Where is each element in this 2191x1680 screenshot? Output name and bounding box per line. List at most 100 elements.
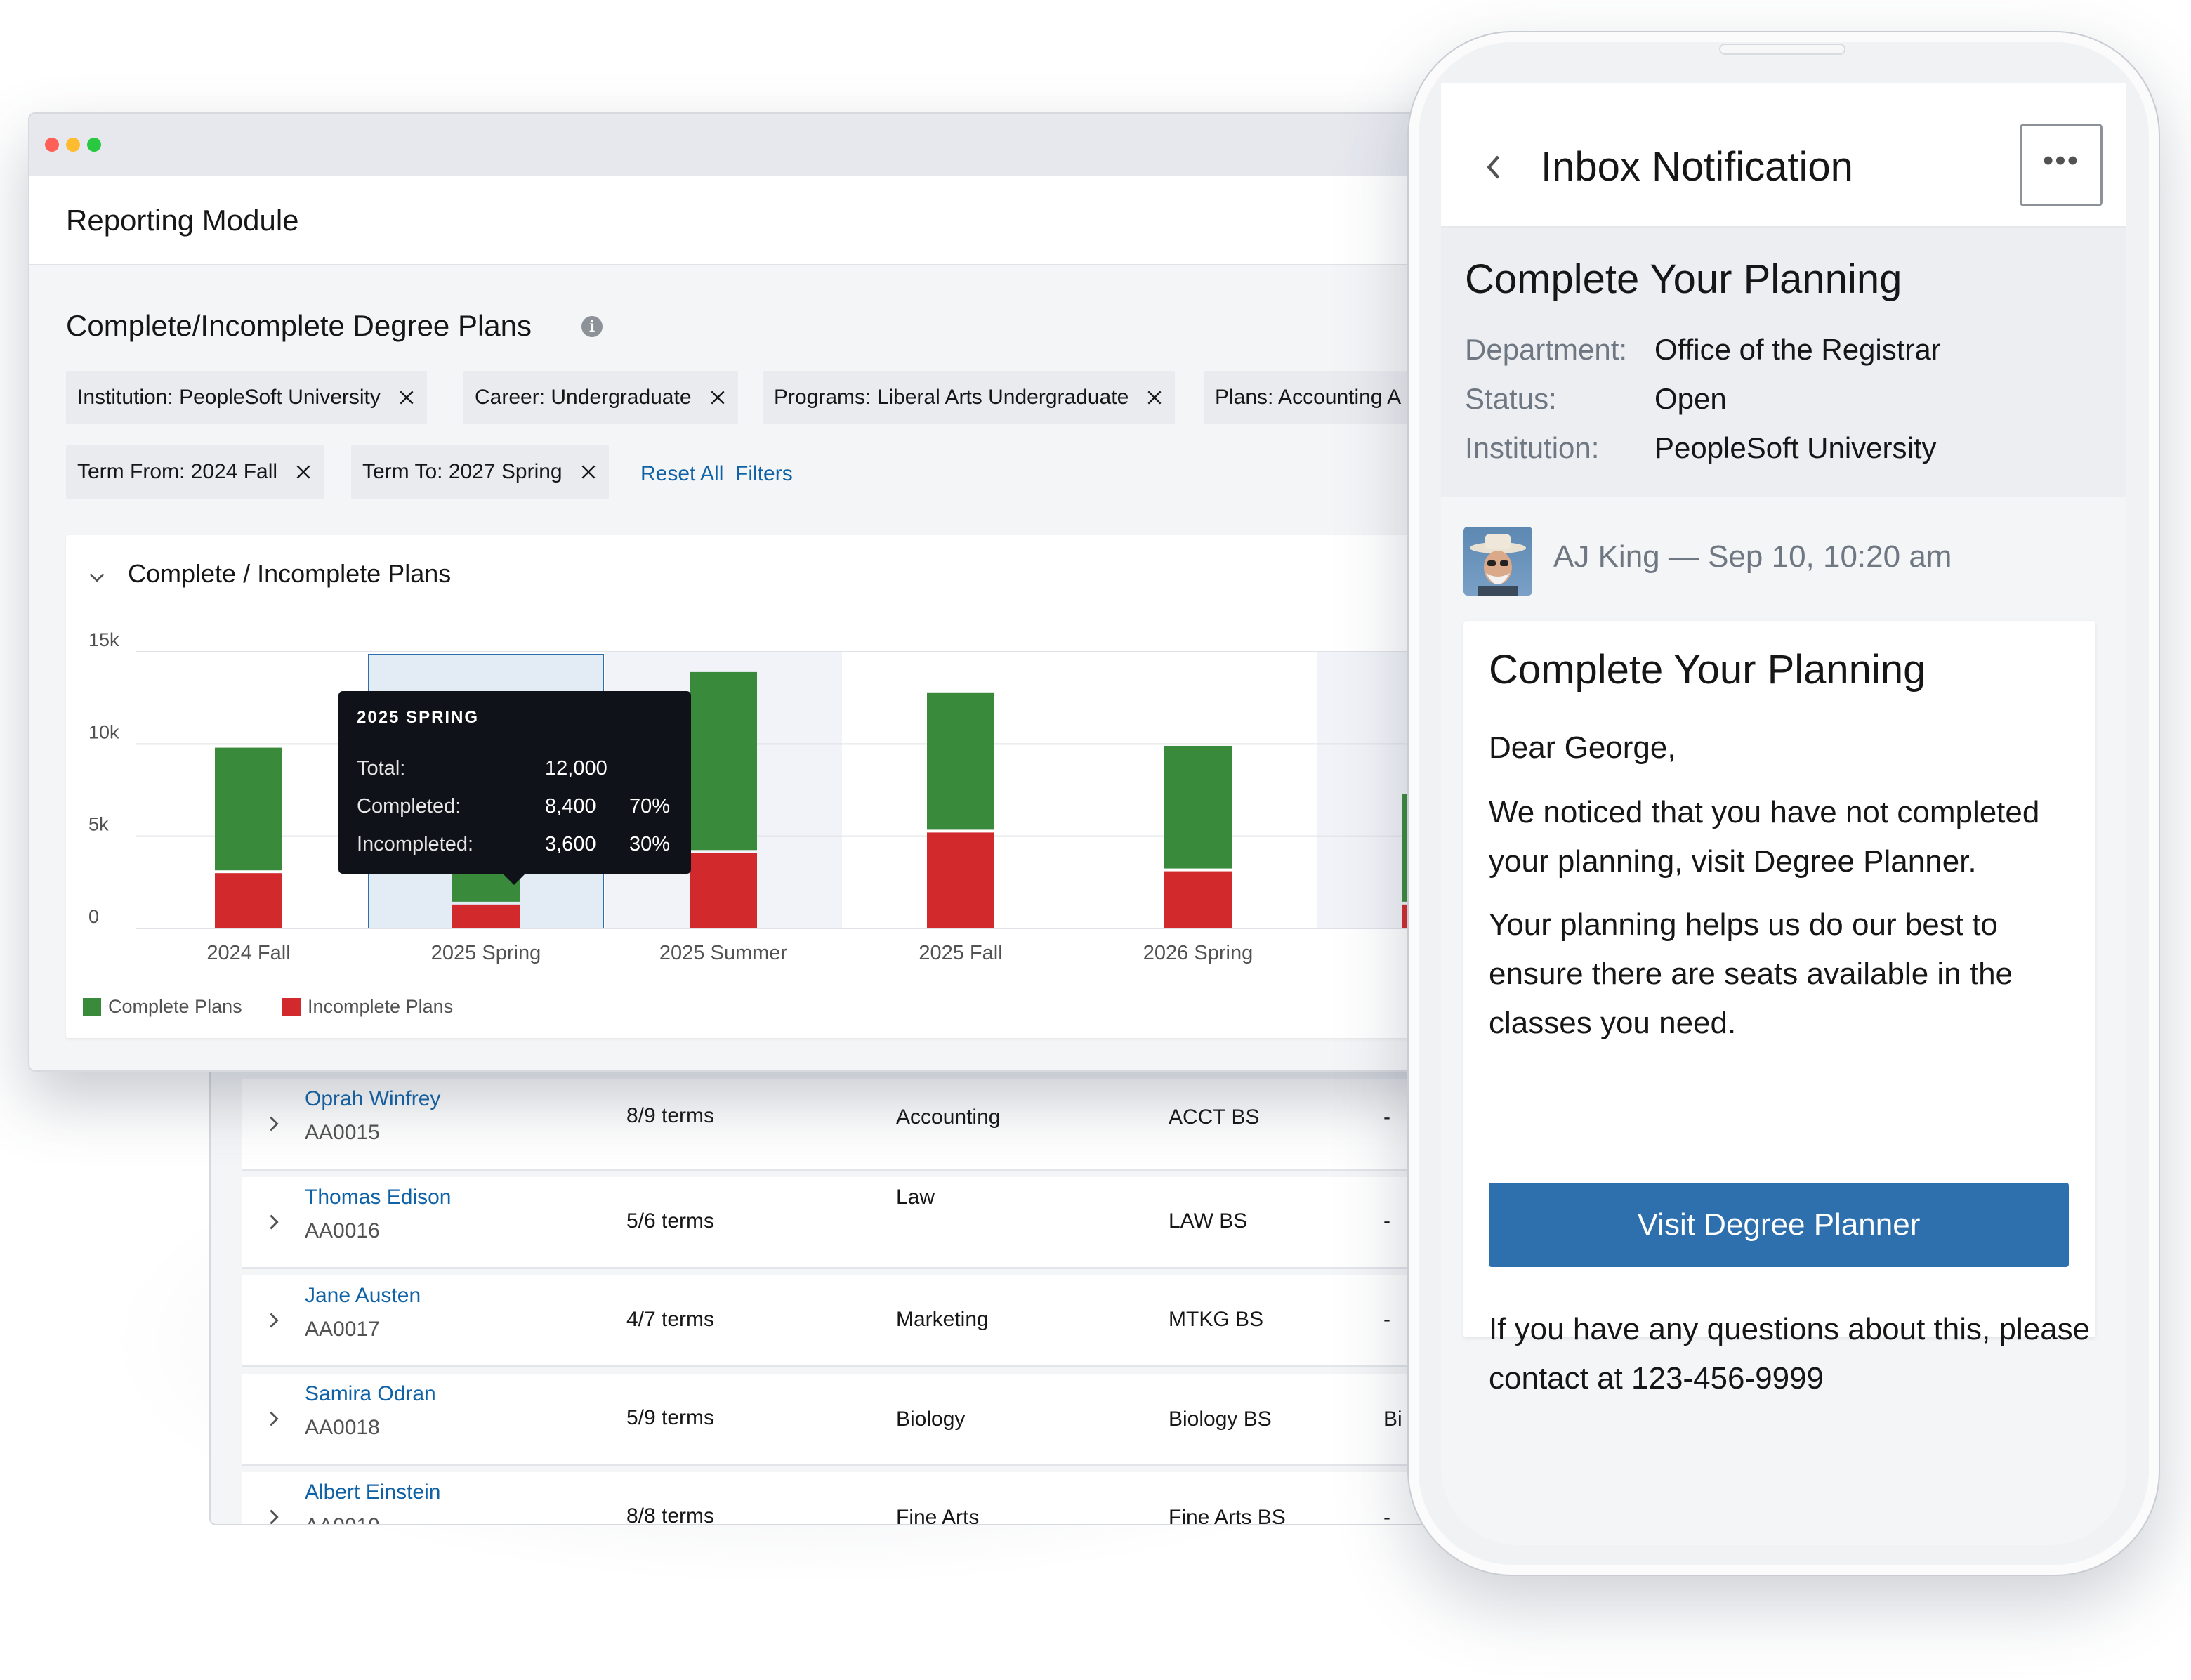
student-name-link[interactable]: Samira Odran xyxy=(305,1382,436,1405)
chevron-down-icon[interactable] xyxy=(87,567,107,587)
tooltip-percent: 70% xyxy=(629,795,671,818)
table-row[interactable]: Oprah Winfrey AA0015 8/9 terms Accountin… xyxy=(242,1079,1475,1171)
filter-chip-term-to[interactable]: Term To: 2027 Spring xyxy=(351,445,609,499)
x-tick-label: 2025 Spring xyxy=(431,942,541,964)
student-id: AA0019 xyxy=(305,1514,380,1524)
student-name-link[interactable]: Oprah Winfrey xyxy=(305,1087,441,1110)
terms-cell: 8/9 terms xyxy=(626,1104,715,1127)
more-options-button[interactable]: ••• xyxy=(2020,124,2103,206)
legend-swatch xyxy=(83,997,101,1016)
y-tick-label: 0 xyxy=(88,906,99,927)
plan-cell: Fine Arts BS xyxy=(1169,1506,1286,1525)
legend-label: Incomplete Plans xyxy=(308,996,454,1017)
close-window-icon[interactable] xyxy=(45,138,59,152)
chevron-right-icon[interactable] xyxy=(264,1212,284,1232)
x-tick-label: 2024 Fall xyxy=(206,942,290,964)
detail-key: Institution: xyxy=(1465,431,1600,464)
extra-cell: - xyxy=(1383,1308,1390,1331)
close-icon[interactable] xyxy=(579,463,598,481)
bar-complete xyxy=(215,747,282,871)
legend-swatch xyxy=(282,997,301,1016)
bar-complete xyxy=(927,692,994,830)
student-name-link[interactable]: Albert Einstein xyxy=(305,1481,441,1504)
plan-cell: Biology BS xyxy=(1169,1407,1272,1431)
browser-window: Reporting Module Complete/Incomplete Deg… xyxy=(28,112,1463,1072)
notification-summary: Complete Your Planning Department: Offic… xyxy=(1441,228,2126,497)
x-tick-label: 2026 Spring xyxy=(1143,942,1253,964)
detail-value: Office of the Registrar xyxy=(1654,333,1941,366)
bar-complete xyxy=(1164,745,1232,869)
legend-item-incomplete[interactable]: Incomplete Plans xyxy=(282,996,453,1018)
info-icon[interactable]: i xyxy=(581,316,603,337)
chevron-right-icon[interactable] xyxy=(264,1114,284,1134)
chevron-right-icon[interactable] xyxy=(264,1311,284,1330)
plan-cell: LAW BS xyxy=(1169,1209,1248,1233)
terms-cell: 5/9 terms xyxy=(626,1406,715,1429)
tooltip-value: 8,400 xyxy=(545,795,596,818)
message-card: Complete Your Planning Dear George, We n… xyxy=(1463,621,2095,1396)
tooltip-value: 3,600 xyxy=(545,833,596,855)
tooltip-percent: 30% xyxy=(629,833,671,855)
filter-chip-label: Term From: 2024 Fall xyxy=(77,460,278,483)
phone-title: Inbox Notification xyxy=(1541,144,1853,190)
tooltip-label: Total: xyxy=(357,757,406,780)
program-cell: Biology xyxy=(896,1407,966,1431)
filter-chip-label: Career: Undergraduate xyxy=(475,386,692,409)
filter-chip-programs[interactable]: Programs: Liberal Arts Undergraduate xyxy=(763,371,1176,424)
detail-value: PeopleSoft University xyxy=(1654,431,1937,464)
visit-degree-planner-button[interactable]: Visit Degree Planner xyxy=(1489,1183,2069,1267)
student-table: Oprah Winfrey AA0015 8/9 terms Accountin… xyxy=(209,1011,1475,1525)
bar-incomplete xyxy=(690,853,757,928)
minimize-window-icon[interactable] xyxy=(66,138,80,152)
table-row[interactable]: Albert Einstein AA0019 8/8 terms Fine Ar… xyxy=(242,1472,1475,1525)
terms-cell: 5/6 terms xyxy=(626,1209,715,1233)
maximize-window-icon[interactable] xyxy=(87,138,101,152)
filter-chip-term-from[interactable]: Term From: 2024 Fall xyxy=(66,445,324,499)
bar-incomplete xyxy=(927,832,994,928)
legend-item-complete[interactable]: Complete Plans xyxy=(83,996,242,1018)
chevron-right-icon[interactable] xyxy=(264,1409,284,1429)
terms-cell: 8/8 terms xyxy=(626,1504,715,1525)
close-icon[interactable] xyxy=(397,388,416,407)
detail-key: Status: xyxy=(1465,382,1557,415)
plan-cell: ACCT BS xyxy=(1169,1105,1260,1129)
table-row[interactable]: Thomas Edison AA0016 5/6 terms Law LAW B… xyxy=(242,1177,1475,1269)
bar-incomplete xyxy=(452,904,520,928)
x-tick-label: 2025 Summer xyxy=(659,942,787,964)
program-cell: Marketing xyxy=(896,1308,989,1331)
tooltip-label: Completed: xyxy=(357,795,461,818)
bar-complete xyxy=(690,671,757,851)
message-footer: If you have any questions about this, pl… xyxy=(1489,1312,2091,1396)
student-name-link[interactable]: Jane Austen xyxy=(305,1284,421,1307)
bar-incomplete xyxy=(1164,871,1232,928)
detail-value: Open xyxy=(1654,382,1727,415)
extra-cell: Bi xyxy=(1383,1407,1402,1431)
extra-cell: - xyxy=(1383,1506,1390,1525)
page-title: Complete/Incomplete Degree Plans xyxy=(66,309,532,342)
program-cell: Law xyxy=(896,1186,935,1209)
detail-key: Department: xyxy=(1465,333,1628,366)
back-arrow-icon[interactable] xyxy=(1483,153,1504,181)
close-icon[interactable] xyxy=(1145,388,1164,407)
tooltip-heading: 2025 SPRING xyxy=(357,708,480,727)
phone-header: Inbox Notification ••• xyxy=(1441,83,2126,228)
filter-chip-career[interactable]: Career: Undergraduate xyxy=(463,371,738,424)
student-id: AA0016 xyxy=(305,1219,380,1242)
message-paragraph: We noticed that you have not completed y… xyxy=(1489,795,2040,879)
close-icon[interactable] xyxy=(709,388,727,407)
phone-speaker xyxy=(1719,44,1845,55)
chart-card-title: Complete / Incomplete Plans xyxy=(128,559,452,588)
avatar xyxy=(1463,527,1532,596)
filter-chip-institution[interactable]: Institution: PeopleSoft University xyxy=(66,371,427,424)
tooltip-label: Incompleted: xyxy=(357,833,474,855)
student-id: AA0015 xyxy=(305,1121,380,1144)
program-cell: Fine Arts xyxy=(896,1506,980,1525)
chevron-right-icon[interactable] xyxy=(264,1507,284,1525)
table-row[interactable]: Samira Odran AA0018 5/9 terms Biology Bi… xyxy=(242,1374,1475,1466)
reset-filters-link[interactable]: Reset All Filters xyxy=(640,462,793,485)
close-icon[interactable] xyxy=(294,463,312,481)
table-row[interactable]: Jane Austen AA0017 4/7 terms Marketing M… xyxy=(242,1275,1475,1367)
message-title: Complete Your Planning xyxy=(1489,647,1926,693)
filter-chip-label: Institution: PeopleSoft University xyxy=(77,386,381,409)
student-name-link[interactable]: Thomas Edison xyxy=(305,1186,452,1209)
